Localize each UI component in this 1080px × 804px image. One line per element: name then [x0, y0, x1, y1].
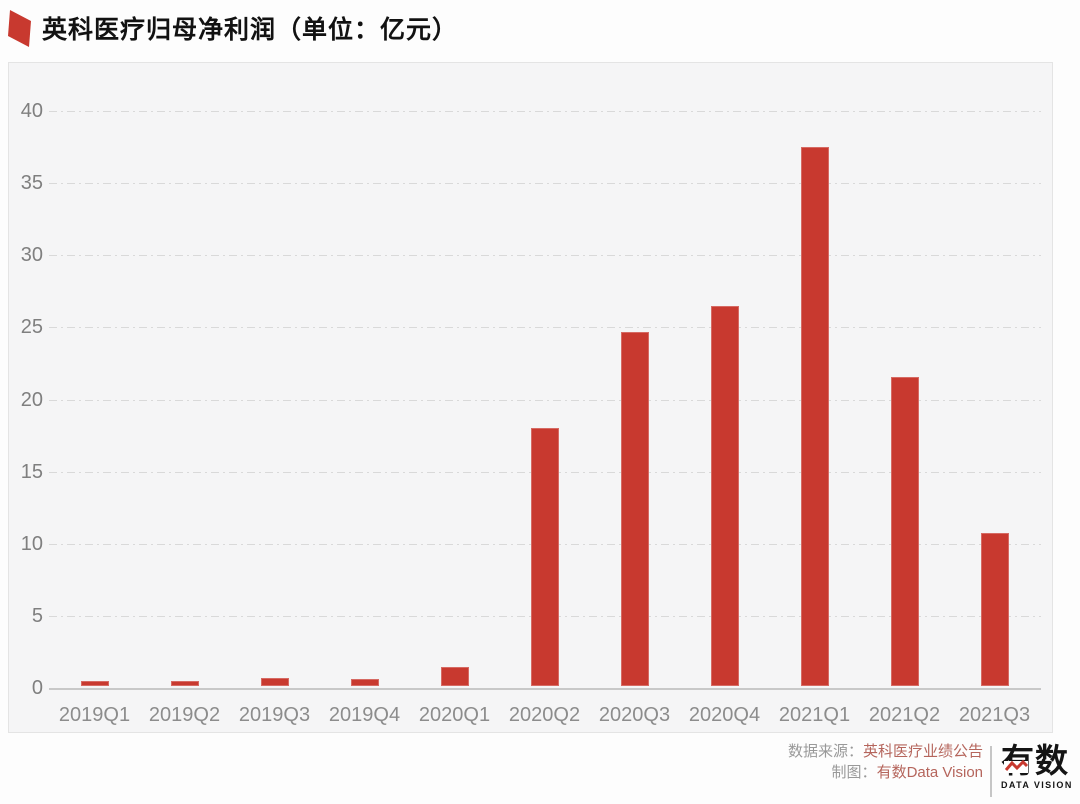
title-marker-icon — [8, 10, 31, 47]
credit-label: 制图： — [831, 764, 877, 781]
x-axis-tick-label: 2021Q2 — [868, 704, 941, 726]
data-vision-logo: 有数 DATA VISION — [1001, 742, 1073, 790]
y-axis-tick-label: 20 — [20, 388, 43, 411]
gridline-y25 — [49, 327, 1041, 329]
x-axis-tick-label: 2019Q3 — [238, 704, 311, 726]
y-axis-tick-label: 15 — [20, 460, 43, 483]
x-axis-tick-label: 2021Q1 — [778, 704, 851, 726]
y-axis-tick-label: 35 — [20, 172, 43, 195]
x-axis-tick-label: 2020Q2 — [508, 704, 581, 726]
y-axis-tick-label: 30 — [20, 244, 43, 267]
chart-header: 英科医疗归母净利润（单位：亿元） — [8, 8, 458, 48]
x-axis-tick-label: 2020Q3 — [598, 704, 671, 726]
x-axis-tick-label: 2020Q1 — [418, 704, 491, 726]
page-title: 英科医疗归母净利润（单位：亿元） — [42, 16, 459, 44]
credit-line: 制图：有数Data Vision — [788, 762, 983, 783]
y-axis-tick-label: 25 — [20, 316, 43, 339]
source-label: 数据来源： — [787, 743, 863, 760]
bar-2020Q1 — [440, 666, 469, 686]
bar-2020Q2 — [530, 427, 559, 686]
y-axis-tick-label: 10 — [20, 532, 43, 555]
bar-2019Q4 — [350, 678, 379, 686]
logo-subtext: DATA VISION — [1001, 780, 1073, 790]
bar-2019Q3 — [260, 677, 289, 686]
gridline-y35 — [49, 183, 1041, 185]
x-axis-tick-label: 2019Q2 — [148, 704, 221, 726]
footer-credits: 数据来源：英科医疗业绩公告 制图：有数Data Vision — [788, 741, 983, 783]
bar-chart: 0 5 10 15 20 25 30 35 40 2019Q1 2019Q2 2019Q3 2019Q4… — [8, 62, 1053, 733]
bar-2021Q1 — [800, 147, 829, 686]
gridline-y40 — [49, 111, 1041, 112]
bar-2019Q2 — [170, 680, 199, 686]
y-axis-tick-label: 0 — [31, 677, 43, 699]
logo-trendline-icon — [1004, 760, 1029, 773]
gridline-y30 — [49, 255, 1041, 257]
data-source-line: 数据来源：英科医疗业绩公告 — [788, 741, 983, 762]
bar-2021Q2 — [890, 377, 919, 686]
x-axis-tick-label: 2021Q3 — [958, 704, 1031, 726]
y-axis-tick-label: 40 — [20, 100, 43, 122]
bar-2021Q3 — [980, 532, 1009, 686]
bar-2020Q4 — [710, 306, 739, 686]
y-axis-tick-label: 5 — [31, 604, 43, 627]
x-axis-tick-label: 2019Q1 — [58, 704, 131, 726]
x-axis-line — [49, 688, 1041, 690]
source-value: 英科医疗业绩公告 — [862, 743, 983, 760]
x-axis-tick-label: 2019Q4 — [328, 704, 401, 726]
logo-wordmark: 有数 — [1001, 742, 1069, 779]
x-axis-tick-label: 2020Q4 — [688, 704, 761, 726]
bar-2019Q1 — [80, 680, 109, 686]
credit-value: 有数Data Vision — [876, 764, 983, 781]
gridline-y20 — [49, 399, 1041, 401]
footer-divider — [990, 746, 992, 797]
bar-2020Q3 — [620, 331, 649, 686]
